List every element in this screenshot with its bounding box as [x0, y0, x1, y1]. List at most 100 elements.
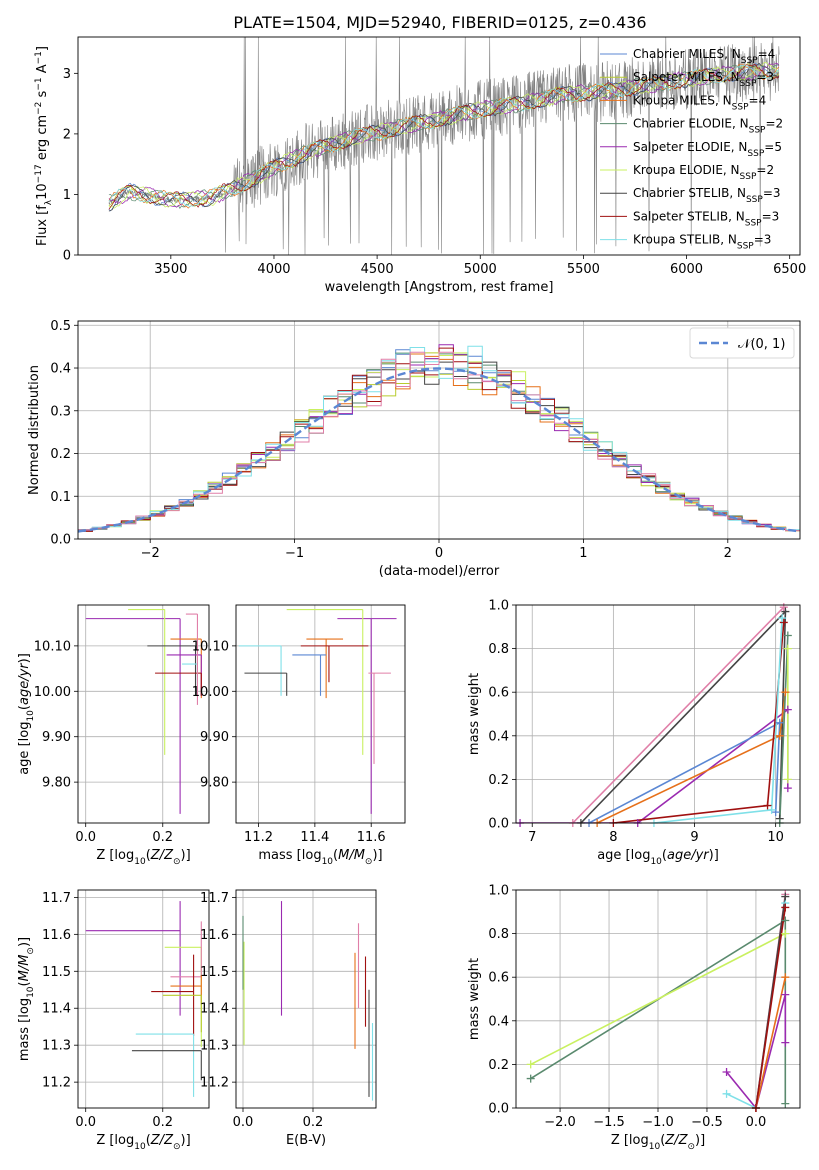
- y-tick-label: 11.6: [200, 928, 229, 943]
- mass-weight-marker: [781, 903, 790, 912]
- mass-weight-marker: [778, 614, 787, 623]
- panel-age_vs_Z: 0.0 0.2 9.80 9.90 10.00 10.10 Z [log10(Z/Z⊙)] a…: [17, 604, 210, 867]
- panel-residuals: −2 −1 0 1 2 0.0 0.1 0.2 0.3 0.4 0.5 (data-model)/er…: [27, 319, 801, 579]
- mass-weight-marker: [781, 607, 790, 616]
- y-tick-label: 0: [63, 249, 71, 264]
- y-tick-label: 11.4: [42, 1002, 71, 1017]
- x-axis-label: Z [log10(Z/Z⊙)]: [96, 848, 190, 867]
- y-tick-label: 11.3: [200, 1039, 229, 1054]
- y-tick-label: 11.2: [42, 1076, 71, 1091]
- y-tick-label: 0.4: [488, 1014, 509, 1029]
- mass-weight-marker: [783, 644, 792, 653]
- x-tick-label: −1: [285, 546, 304, 561]
- mass-weight-marker: [781, 929, 790, 938]
- x-tick-label: −0.5: [691, 1115, 723, 1130]
- panel-mass_vs_ebv: 0.0 0.2 11.2 11.3 11.4 11.5 11.6 11.7 E(B-V): [200, 889, 377, 1148]
- y-tick-label: 9.80: [200, 776, 229, 791]
- y-tick-label: 10.10: [34, 639, 71, 654]
- mass-weight-marker: [781, 892, 790, 901]
- axes-frame: [515, 604, 801, 824]
- y-tick-label: 0.1: [50, 490, 71, 505]
- model-spectrum-line: [108, 62, 780, 208]
- x-tick-label: 11.6: [357, 830, 386, 845]
- mass-weight-marker: [783, 631, 792, 640]
- mass-weight-marker: [722, 1068, 731, 1077]
- y-tick-label: 0.8: [488, 927, 509, 942]
- y-tick-label: 1.0: [488, 599, 509, 614]
- plot-area: [530, 894, 787, 1108]
- axes-frame: [77, 604, 210, 824]
- plot-area: [78, 344, 800, 533]
- mass-weight-marker: [781, 973, 790, 982]
- y-tick-label: 0.0: [50, 533, 71, 548]
- model-spectrum-line: [108, 62, 780, 212]
- plot-area: [85, 608, 202, 814]
- y-tick-label: 11.2: [200, 1076, 229, 1091]
- plot-area: [108, 37, 780, 255]
- x-tick-label: 5500: [567, 262, 600, 277]
- x-tick-label: 11.2: [244, 830, 273, 845]
- y-tick-label: 11.7: [200, 891, 229, 906]
- mass-weight-marker: [775, 718, 784, 727]
- mass-weight-marker: [526, 1074, 535, 1083]
- model-spectrum-line: [108, 62, 780, 209]
- mass-weight-line: [520, 707, 789, 823]
- y-tick-label: 2: [63, 127, 71, 142]
- x-tick-label: 7: [528, 830, 536, 845]
- panel-mass_vs_Z: 0.0 0.2 11.2 11.3 11.4 11.5 11.6 11.7 Z [log10(Z…: [17, 889, 210, 1152]
- axes-frame: [77, 889, 210, 1109]
- figure-title: PLATE=1504, MJD=52940, FIBERID=0125, z=0…: [233, 13, 646, 32]
- x-tick-label: 2: [724, 546, 732, 561]
- mass-weight-marker: [526, 1060, 535, 1069]
- model-spectrum-line: [108, 64, 780, 208]
- x-tick-label: 6500: [773, 262, 806, 277]
- legend-label: Chabrier STELIB, NSSP=3: [633, 186, 781, 205]
- y-tick-label: 0.0: [488, 1102, 509, 1117]
- y-axis-label: Flux [fλ10−17 erg cm−2 s−1 A−1]: [34, 46, 54, 246]
- x-tick-label: 4000: [257, 262, 290, 277]
- y-tick-label: 0.4: [488, 729, 509, 744]
- y-axis-label: Normed distribution: [27, 365, 42, 495]
- x-tick-label: 9: [690, 830, 698, 845]
- mass-weight-line: [755, 977, 787, 1108]
- y-axis-label: mass weight: [467, 958, 482, 1040]
- mass-weight-line: [613, 622, 785, 823]
- mass-weight-marker: [783, 775, 792, 784]
- x-tick-label: 0.0: [75, 1115, 96, 1130]
- mass-weight-marker: [722, 1089, 731, 1098]
- mass-weight-line: [572, 606, 785, 823]
- y-axis-label: mass weight: [467, 673, 482, 755]
- residual-histogram: [78, 351, 800, 532]
- model-spectrum-line: [108, 63, 780, 209]
- y-tick-label: 0.4: [50, 362, 71, 377]
- y-tick-label: 0.6: [488, 971, 509, 986]
- legend-label: 𝒩(0, 1): [738, 337, 785, 352]
- x-tick-label: 6000: [670, 262, 703, 277]
- y-tick-label: 0.2: [488, 1058, 509, 1073]
- x-tick-label: −2.0: [544, 1115, 576, 1130]
- y-tick-label: 0.2: [50, 447, 71, 462]
- x-tick-label: 0.2: [303, 1115, 324, 1130]
- x-tick-label: −2: [141, 546, 160, 561]
- legend-box: [689, 327, 795, 359]
- model-spectrum-line: [108, 63, 780, 207]
- y-tick-label: 11.5: [200, 965, 229, 980]
- x-axis-label: Z [log10(Z/Z⊙)]: [96, 1133, 190, 1152]
- x-tick-label: 0: [435, 546, 443, 561]
- mass-weight-marker: [781, 1099, 790, 1108]
- y-tick-label: 11.4: [200, 1002, 229, 1017]
- mass-weight-marker: [771, 808, 780, 817]
- mass-weight-line: [778, 635, 789, 823]
- x-axis-label: mass [log10(M/M⊙)]: [258, 848, 382, 867]
- x-tick-label: 10: [767, 830, 784, 845]
- legend-label: Salpeter STELIB, NSSP=3: [633, 209, 779, 228]
- y-tick-label: 9.80: [42, 776, 71, 791]
- panel-massweight_vs_age: 7 8 9 10 0.0 0.2 0.4 0.6 0.8 1.0 age [log10(age/yr…: [467, 599, 801, 867]
- x-axis-label: Z [log10(Z/Z⊙)]: [611, 1133, 705, 1152]
- residual-histogram: [78, 345, 800, 531]
- y-tick-label: 10.10: [192, 639, 229, 654]
- plot-area: [85, 901, 202, 1097]
- y-axis-label: age [log10(age/yr)]: [17, 653, 36, 775]
- y-tick-label: 0.2: [488, 773, 509, 788]
